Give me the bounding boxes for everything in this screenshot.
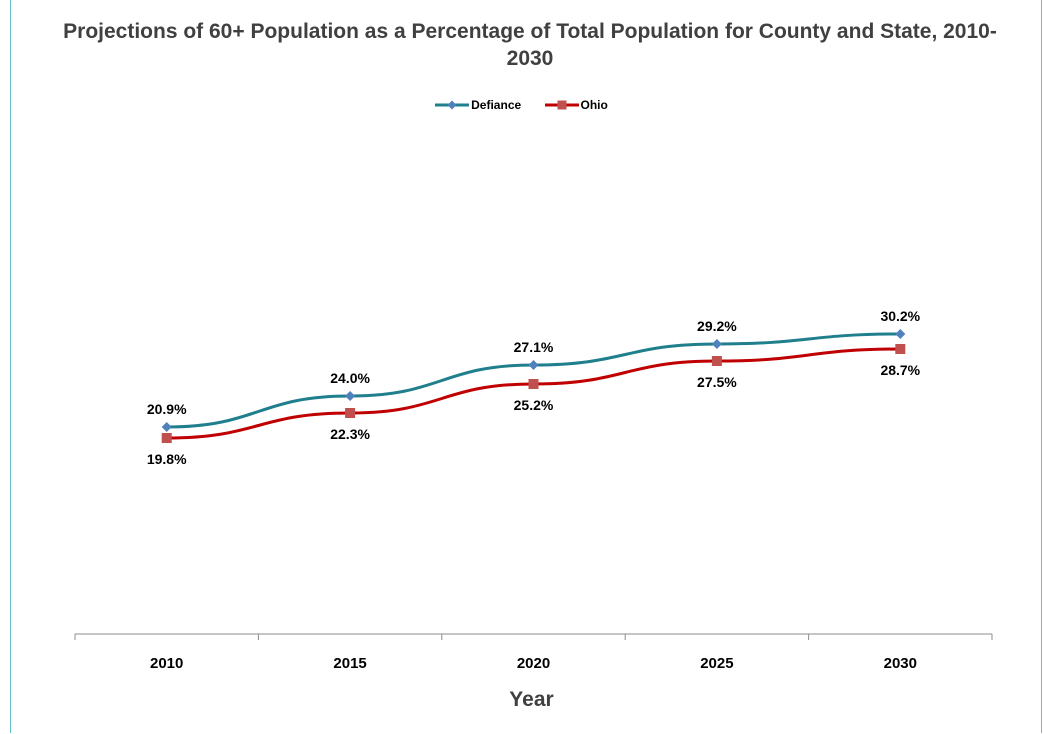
chart-title: Projections of 60+ Population as a Perce… [63,20,997,70]
data-point-ohio [895,344,906,354]
data-point-ohio [528,379,539,389]
data-label-defiance: 24.0% [330,370,370,386]
data-label-ohio: 19.8% [147,451,187,467]
data-label-defiance: 29.2% [697,318,737,334]
data-label-defiance: 30.2% [880,308,920,324]
legend-label-defiance: Defiance [471,98,522,112]
data-point-defiance [895,329,906,339]
x-tick-label: 2020 [517,655,550,672]
legend: Defiance Ohio [0,98,1043,113]
data-point-ohio [345,408,356,418]
chart-frame [10,0,1042,733]
data-point-defiance [711,339,722,349]
data-point-defiance [161,422,172,432]
legend-marker-defiance [435,100,470,110]
data-point-defiance [528,360,539,370]
data-label-ohio: 28.7% [880,362,920,378]
data-label-defiance: 20.9% [147,401,187,417]
data-label-defiance: 27.1% [514,339,554,355]
x-tick-label: 2010 [150,655,183,672]
data-label-ohio: 22.3% [330,426,370,442]
data-label-ohio: 27.5% [697,374,737,390]
data-label-ohio: 25.2% [514,397,554,413]
legend-entry-defiance: Defiance [435,98,521,112]
x-tick-label: 2025 [700,655,733,672]
legend-label-ohio: Ohio [580,98,608,112]
legend-entry-ohio: Ohio [544,98,608,112]
data-point-ohio [711,356,722,366]
data-point-ohio [161,433,172,443]
x-tick-label: 2030 [884,655,917,672]
data-point-defiance [345,391,356,401]
x-tick-label: 2015 [333,655,366,672]
x-axis-title: Year [509,688,554,711]
legend-marker-ohio [544,100,579,110]
